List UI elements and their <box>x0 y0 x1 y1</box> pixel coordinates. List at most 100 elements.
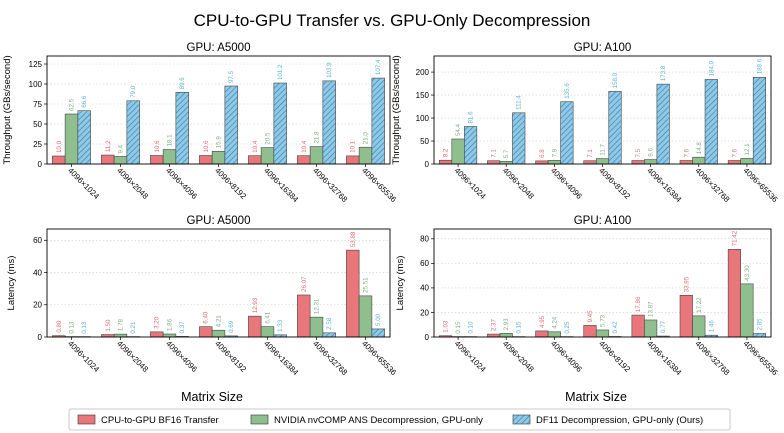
panel-title: GPU: A100 <box>574 215 632 227</box>
legend-label-transfer: CPU-to-GPU BF16 Transfer <box>101 415 219 426</box>
data-label-df11: 0.37 <box>179 321 186 334</box>
bar-df11 <box>77 110 91 165</box>
data-label-transfer: 2.37 <box>491 318 498 331</box>
bar-df11 <box>322 80 336 165</box>
x-tick-label: 4096×65536 <box>360 166 398 204</box>
data-label-df11: 158.0 <box>612 72 619 88</box>
data-label-df11: 0.69 <box>228 320 235 333</box>
data-label-df11: 0.21 <box>130 321 137 334</box>
data-label-transfer: 7.1 <box>587 149 594 158</box>
data-label-transfer: 53.88 <box>350 231 357 247</box>
data-label-nvcomp: 18.1 <box>167 134 174 147</box>
bar-transfer <box>631 160 645 165</box>
data-label-df11: 2.58 <box>326 317 333 330</box>
data-label-df11: 188.6 <box>756 58 763 74</box>
x-tick-label: 4096×32768 <box>311 339 349 377</box>
bar-df11 <box>273 82 287 165</box>
xlabel-left: Matrix Size <box>181 390 243 404</box>
y-axis-label: Throughput (GBs/second) <box>391 55 402 164</box>
bar-nvcomp <box>547 160 561 165</box>
bar-transfer <box>297 155 311 165</box>
legend-swatch-df11 <box>512 414 531 425</box>
data-label-df11: 0.13 <box>81 321 88 334</box>
data-label-df11: 0.10 <box>468 321 475 334</box>
data-label-df11: 89.6 <box>179 77 186 90</box>
data-label-transfer: 33.95 <box>683 276 690 292</box>
bar-transfer <box>297 294 311 338</box>
data-label-nvcomp: 1.86 <box>167 318 174 331</box>
bar-df11 <box>512 112 526 165</box>
bar-nvcomp <box>451 138 465 165</box>
data-label-df11: 135.6 <box>564 83 571 99</box>
x-tick-label: 4096×8192 <box>597 339 632 374</box>
data-label-transfer: 10.1 <box>350 140 357 153</box>
data-label-transfer: 10.6 <box>203 140 210 153</box>
bar-nvcomp <box>260 326 275 338</box>
bar-df11 <box>224 85 238 165</box>
bar-transfer <box>150 331 164 338</box>
x-tick-label: 4096×16384 <box>645 339 683 377</box>
data-label-df11: 97.5 <box>228 70 235 83</box>
data-label-nvcomp: 1.78 <box>118 319 125 332</box>
data-label-transfer: 6.8 <box>539 149 546 158</box>
x-tick-label: 4096×4096 <box>164 166 199 201</box>
bar-transfer <box>535 160 549 165</box>
y-tick-label: 125 <box>29 60 43 69</box>
bar-nvcomp <box>644 319 658 338</box>
x-tick-label: 4096×2048 <box>115 339 150 374</box>
data-label-df11: 0.15 <box>516 321 523 334</box>
data-label-transfer: 7.5 <box>635 148 642 157</box>
bar-df11 <box>322 332 336 338</box>
data-label-df11: 2.85 <box>756 318 763 331</box>
data-label-transfer: 7.6 <box>731 148 738 157</box>
x-tick-label: 4096×4096 <box>549 339 584 374</box>
data-label-nvcomp: 25.51 <box>363 277 370 293</box>
y-tick-label: 20 <box>33 301 42 310</box>
bar-transfer <box>583 160 597 165</box>
plot-frame <box>46 55 391 165</box>
bar-df11 <box>371 328 385 338</box>
data-label-transfer: 1.03 <box>443 320 450 333</box>
bar-nvcomp <box>64 113 79 165</box>
bar-df11 <box>752 77 767 165</box>
x-tick-label: 4096×1024 <box>66 166 101 201</box>
y-axis-label: Throughput (GBs/second) <box>2 55 13 164</box>
bar-df11 <box>175 92 189 165</box>
data-label-nvcomp: 15.9 <box>216 136 223 149</box>
bar-transfer <box>248 315 262 338</box>
bar-nvcomp <box>113 156 128 165</box>
bar-transfer <box>583 325 597 338</box>
data-label-transfer: 12.93 <box>252 297 259 313</box>
y-tick-label: 20 <box>420 308 429 317</box>
bar-nvcomp <box>211 329 226 338</box>
panel-title: GPU: A100 <box>574 42 632 54</box>
bar-df11 <box>704 79 718 165</box>
bar-transfer <box>535 330 549 338</box>
y-tick-label: 100 <box>416 114 430 123</box>
x-tick-label: 4096×16384 <box>262 166 300 204</box>
bar-transfer <box>487 160 501 165</box>
y-tick-label: 25 <box>33 140 42 149</box>
data-label-nvcomp: 5.7 <box>503 149 510 158</box>
chart-panel-1: 0 25 50 75 100 125 GPU: A5000 Throughput (GBs/s… <box>2 42 398 204</box>
data-label-df11: 173.8 <box>660 65 667 81</box>
bar-transfer <box>248 155 262 165</box>
data-label-transfer: 26.07 <box>301 276 308 292</box>
data-label-nvcomp: 9.4 <box>118 144 125 153</box>
data-label-nvcomp: 21.0 <box>363 132 370 145</box>
data-label-nvcomp: 17.22 <box>696 297 703 313</box>
x-tick-label: 4096×1024 <box>453 166 488 201</box>
y-tick-label: 150 <box>416 91 430 100</box>
bar-transfer <box>679 160 693 165</box>
data-label-transfer: 3.20 <box>154 316 161 329</box>
x-tick-label: 4096×16384 <box>645 166 683 204</box>
legend: CPU-to-GPU BF16 Transfer NVIDIA nvCOMP A… <box>68 408 731 431</box>
plot-frame <box>46 228 391 338</box>
y-axis-label: Latency (ms) <box>395 256 406 311</box>
y-tick-label: 200 <box>416 68 430 77</box>
data-label-nvcomp: 4.24 <box>551 316 558 329</box>
y-tick-label: 0 <box>38 160 43 169</box>
data-label-transfer: 7.6 <box>683 148 690 157</box>
plot-frame <box>433 55 772 165</box>
plot-frame <box>433 228 772 338</box>
